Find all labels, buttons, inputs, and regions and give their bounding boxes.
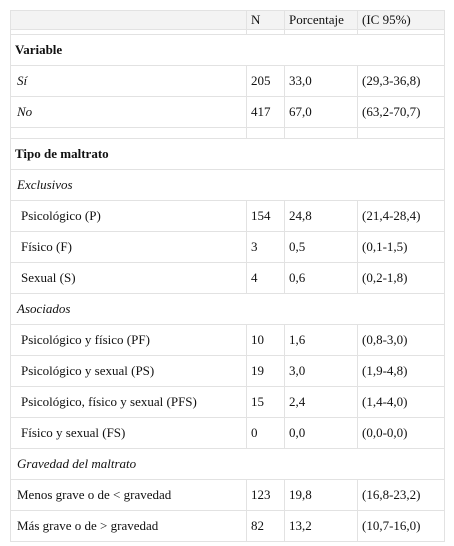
table-row: Menos grave o de < gravedad 123 19,8 (16,8-… bbox=[10, 479, 445, 511]
group-title: Tipo de maltrato bbox=[10, 138, 445, 170]
ci-cell: (29,3-36,8) bbox=[357, 65, 445, 97]
table-row: Físico (F) 3 0,5 (0,1-1,5) bbox=[10, 231, 445, 263]
percent-cell: 0,5 bbox=[284, 231, 358, 263]
n-cell: 10 bbox=[246, 324, 285, 356]
row-label: Psicológico (P) bbox=[10, 200, 247, 232]
n-cell: 19 bbox=[246, 355, 285, 387]
n-cell: 3 bbox=[246, 231, 285, 263]
subgroup-title: Asociados bbox=[10, 293, 445, 325]
percent-cell: 3,0 bbox=[284, 355, 358, 387]
spacer-cell bbox=[246, 127, 285, 139]
spacer-cell bbox=[284, 127, 358, 139]
subgroup-title: Exclusivos bbox=[10, 169, 445, 201]
ci-cell: (1,4-4,0) bbox=[357, 386, 445, 418]
n-cell: 15 bbox=[246, 386, 285, 418]
table-row: Sexual (S) 4 0,6 (0,2-1,8) bbox=[10, 262, 445, 294]
percent-cell: 67,0 bbox=[284, 96, 358, 128]
spacer-cell bbox=[357, 127, 445, 139]
table-row: Psicológico y sexual (PS) 19 3,0 (1,9-4,8) bbox=[10, 355, 445, 387]
n-cell: 205 bbox=[246, 65, 285, 97]
row-label: Físico (F) bbox=[10, 231, 247, 263]
row-label: Psicológico y físico (PF) bbox=[10, 324, 247, 356]
table-row: Más grave o de > gravedad 82 13,2 (10,7-16,… bbox=[10, 510, 445, 542]
row-label: Psicológico, físico y sexual (PFS) bbox=[10, 386, 247, 418]
percent-cell: 13,2 bbox=[284, 510, 358, 542]
header-cell: Porcentaje bbox=[284, 10, 358, 30]
row-label: Psicológico y sexual (PS) bbox=[10, 355, 247, 387]
table-row: Psicológico y físico (PF) 10 1,6 (0,8-3,0) bbox=[10, 324, 445, 356]
ci-cell: (0,0-0,0) bbox=[357, 417, 445, 449]
ci-cell: (1,9-4,8) bbox=[357, 355, 445, 387]
ci-cell: (10,7-16,0) bbox=[357, 510, 445, 542]
group-title: Variable bbox=[10, 34, 445, 66]
n-cell: 123 bbox=[246, 479, 285, 511]
table-row: Psicológico (P) 154 24,8 (21,4-28,4) bbox=[10, 200, 445, 232]
ci-cell: (0,1-1,5) bbox=[357, 231, 445, 263]
row-label: Sí bbox=[10, 65, 247, 97]
percent-cell: 0,0 bbox=[284, 417, 358, 449]
table-row: Psicológico, físico y sexual (PFS) 15 2,4(… bbox=[10, 386, 445, 418]
percent-cell: 19,8 bbox=[284, 479, 358, 511]
table-row bbox=[10, 127, 445, 139]
ci-cell: (63,2-70,7) bbox=[357, 96, 445, 128]
header-cell: N bbox=[246, 10, 285, 30]
n-cell: 417 bbox=[246, 96, 285, 128]
ci-cell: (0,2-1,8) bbox=[357, 262, 445, 294]
row-label: Sexual (S) bbox=[10, 262, 247, 294]
spacer-cell bbox=[10, 127, 247, 139]
n-cell: 4 bbox=[246, 262, 285, 294]
table-row: Variable bbox=[10, 34, 445, 66]
header-cell bbox=[10, 10, 247, 30]
table-row: Exclusivos bbox=[10, 169, 445, 201]
n-cell: 0 bbox=[246, 417, 285, 449]
table-row: N Porcentaje (IC 95%) bbox=[10, 10, 445, 30]
percent-cell: 0,6 bbox=[284, 262, 358, 294]
subgroup-title: Gravedad del maltrato bbox=[10, 448, 445, 480]
percent-cell: 33,0 bbox=[284, 65, 358, 97]
table-row: Sí 205 33,0 (29,3-36,8) bbox=[10, 65, 445, 97]
percent-cell: 24,8 bbox=[284, 200, 358, 232]
percent-cell: 2,4 bbox=[284, 386, 358, 418]
n-cell: 154 bbox=[246, 200, 285, 232]
table-row: Físico y sexual (FS) 0 0,0 (0,0-0,0) bbox=[10, 417, 445, 449]
header-cell: (IC 95%) bbox=[357, 10, 445, 30]
ci-cell: (16,8-23,2) bbox=[357, 479, 445, 511]
row-label: Menos grave o de < gravedad bbox=[10, 479, 247, 511]
table-row: Tipo de maltrato bbox=[10, 138, 445, 170]
row-label: No bbox=[10, 96, 247, 128]
n-cell: 82 bbox=[246, 510, 285, 542]
ci-cell: (0,8-3,0) bbox=[357, 324, 445, 356]
table-row: Gravedad del maltrato bbox=[10, 448, 445, 480]
table-row: No 417 67,0 (63,2-70,7) bbox=[10, 96, 445, 128]
row-label: Más grave o de > gravedad bbox=[10, 510, 247, 542]
percent-cell: 1,6 bbox=[284, 324, 358, 356]
ci-cell: (21,4-28,4) bbox=[357, 200, 445, 232]
table-row: Asociados bbox=[10, 293, 445, 325]
data-table: N Porcentaje (IC 95%) Variable Sí 205 33,0 (29,… bbox=[10, 10, 445, 542]
row-label: Físico y sexual (FS) bbox=[10, 417, 247, 449]
